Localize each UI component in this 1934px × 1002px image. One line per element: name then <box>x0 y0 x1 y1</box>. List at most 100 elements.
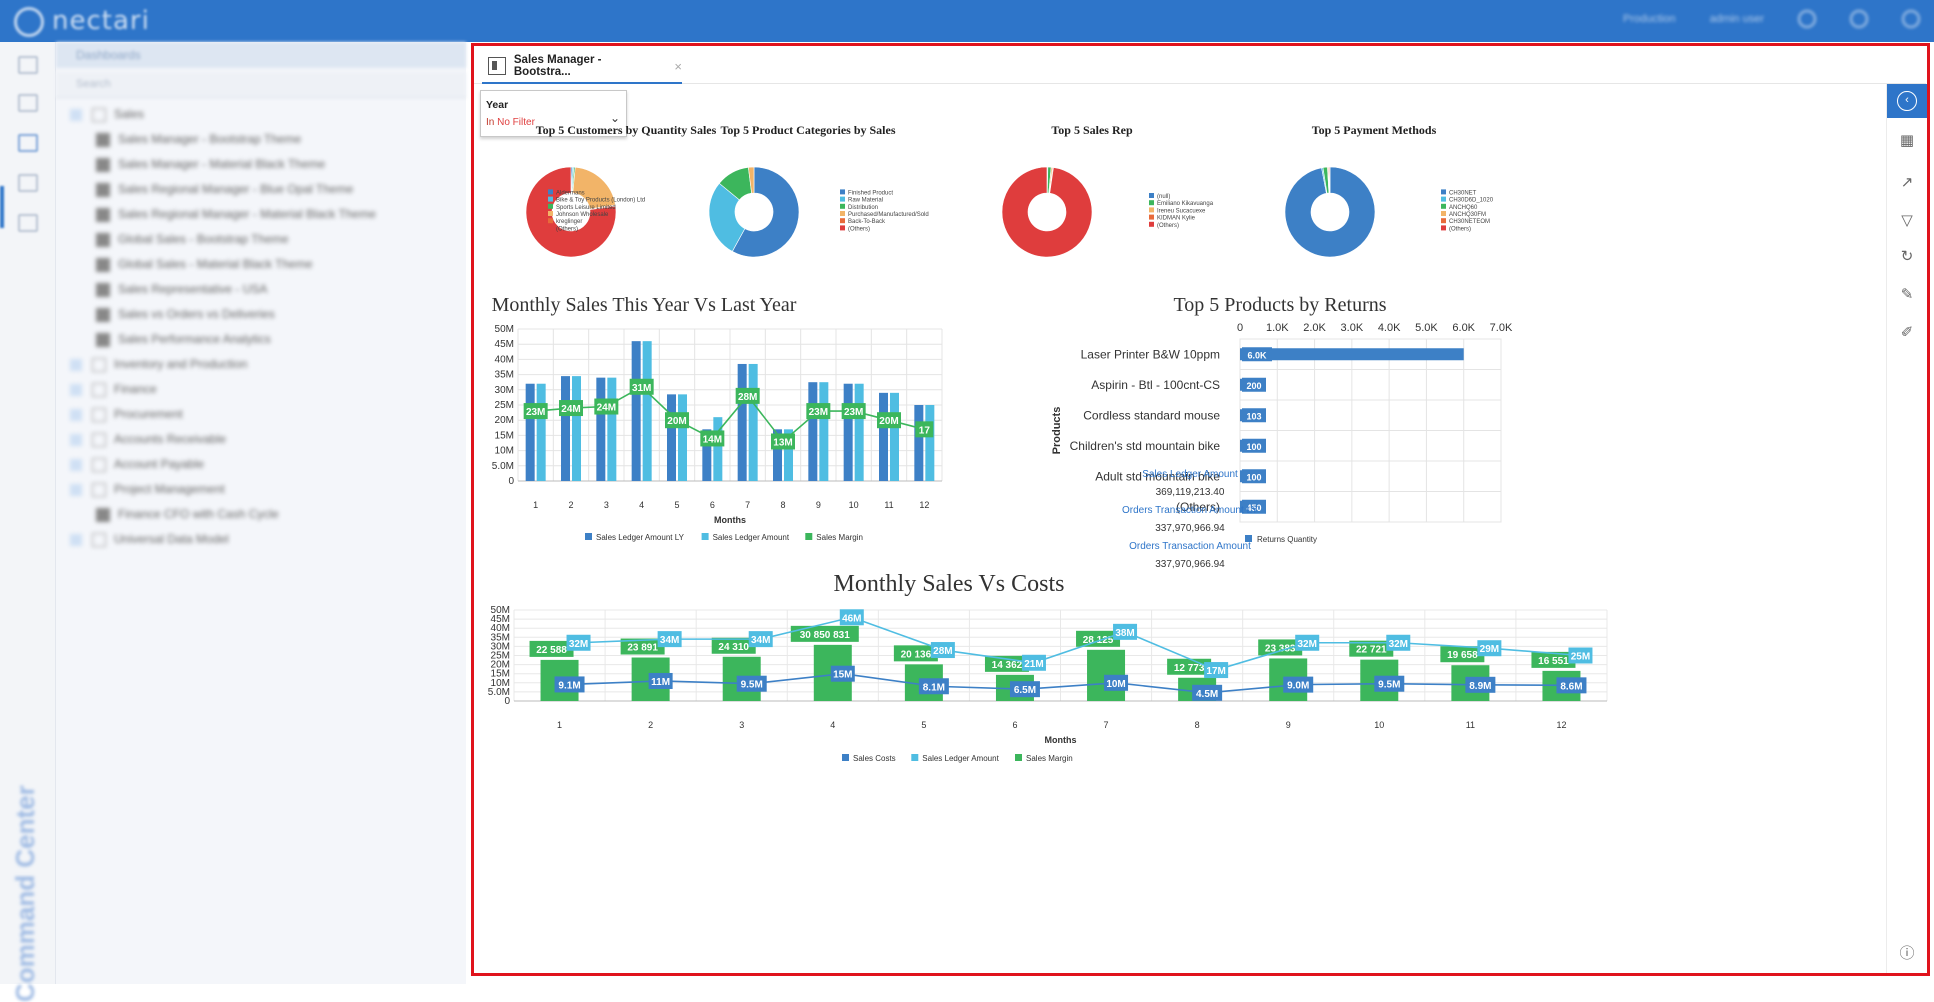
checkbox-icon[interactable] <box>70 408 82 421</box>
legend-label: Distribution <box>848 205 878 211</box>
y-tick-label: Laser Printer B&W 10ppm <box>1081 347 1220 361</box>
dashboards-icon[interactable] <box>18 134 38 152</box>
notifications-icon[interactable] <box>1850 10 1868 28</box>
legend-swatch <box>1149 207 1154 213</box>
dashboard-icon <box>96 257 110 272</box>
left-icon-rail: Command Center <box>0 42 56 1002</box>
tree-item[interactable]: Sales vs Orders vs Deliveries <box>56 302 466 327</box>
documents-icon[interactable] <box>18 214 38 232</box>
kpi-value-orders-ly: 337,970,966.94 <box>1155 523 1225 534</box>
export-icon[interactable]: ↗ <box>1900 174 1914 191</box>
legend-label: Emiliano Kikavuanga <box>1157 201 1214 207</box>
tree-item[interactable]: Account Payable <box>56 452 466 477</box>
bar <box>1240 409 1244 422</box>
panel-icon[interactable] <box>18 94 38 112</box>
data-label: 23M <box>844 407 863 418</box>
tree-item[interactable]: Project Management <box>56 477 466 502</box>
legend-swatch <box>1441 189 1446 195</box>
tree-item-label: Global Sales - Material Black Theme <box>118 257 313 271</box>
tree-item-label: Sales Regional Manager - Blue Opal Theme <box>118 182 354 196</box>
tools-icon[interactable] <box>1798 10 1816 28</box>
bar <box>702 429 712 481</box>
tree-item[interactable]: Sales Manager - Bootstrap Theme <box>56 127 466 152</box>
environment-label[interactable]: Production <box>1622 13 1676 25</box>
tab-sales-manager[interactable]: Sales Manager - Bootstra... × <box>482 50 682 84</box>
checkbox-icon[interactable] <box>70 533 82 546</box>
checkbox-icon[interactable] <box>70 458 82 471</box>
bar <box>642 341 652 481</box>
tree-item[interactable]: Universal Data Model <box>56 527 466 552</box>
data-label: 31M <box>632 383 651 394</box>
user-name[interactable]: admin user <box>1709 13 1764 25</box>
data-label-box <box>559 400 583 417</box>
checkbox-icon[interactable] <box>70 483 82 496</box>
legend-label: Sales Costs <box>853 754 896 763</box>
help-icon[interactable] <box>1902 10 1920 28</box>
chart-title: Monthly Sales Vs Costs <box>834 571 1065 597</box>
year-filter[interactable]: Year In No Filter ⌄ <box>480 90 627 137</box>
checkbox-icon[interactable] <box>70 358 82 371</box>
y-tick-label: (Others) <box>1176 500 1220 514</box>
refresh-icon[interactable]: ↻ <box>1900 248 1914 265</box>
data-label-box <box>806 403 831 420</box>
x-tick-label: 12 <box>919 500 929 510</box>
data-label-box <box>1113 623 1138 640</box>
info-icon[interactable]: ⓘ <box>1899 944 1915 962</box>
filter-icon[interactable]: ▽ <box>1901 212 1913 229</box>
legend-swatch <box>840 218 845 224</box>
data-label: 23 383 <box>1265 643 1296 654</box>
folder-icon <box>92 482 106 497</box>
chart-title: Monthly Sales This Year Vs Last Year <box>492 294 797 316</box>
data-label-box <box>1283 676 1314 693</box>
tree-item[interactable]: Sales Performance Analytics <box>56 327 466 352</box>
top-bar-right: Production admin user <box>1623 10 1920 28</box>
tree-item[interactable]: Sales Representative - USA <box>56 277 466 302</box>
folder-icon <box>92 357 106 372</box>
bar <box>536 383 546 481</box>
collapse-icon[interactable]: ‹ <box>1887 84 1927 118</box>
data-label-box <box>1477 640 1502 657</box>
tree-search-input[interactable]: Search <box>56 72 466 98</box>
bar <box>713 417 723 481</box>
legend-label: Aldermans <box>556 190 585 196</box>
tree-item[interactable]: Accounts Receivable <box>56 427 466 452</box>
data-label-box <box>1076 630 1121 647</box>
checkbox-icon[interactable] <box>70 108 82 121</box>
close-icon[interactable]: × <box>674 58 682 74</box>
bar <box>631 341 641 481</box>
y-tick-label: 50M <box>491 605 510 616</box>
nectari-logo[interactable]: nectari <box>14 6 150 37</box>
chart-title: Top 5 Payment Methods <box>1312 123 1437 137</box>
layout-icon[interactable]: ▦ <box>1899 132 1915 149</box>
edit-icon[interactable]: ✎ <box>1900 286 1914 303</box>
tree-item[interactable]: Finance CFO with Cash Cycle <box>56 502 466 527</box>
tree-item[interactable]: Procurement <box>56 402 466 427</box>
checkbox-icon[interactable] <box>70 383 82 396</box>
x-tick-label: 5.0K <box>1415 322 1438 334</box>
tree-item[interactable]: Sales Manager - Material Black Theme <box>56 152 466 177</box>
chevron-down-icon[interactable]: ⌄ <box>609 111 620 125</box>
data-label: 4.5M <box>1196 689 1218 700</box>
legend-label: Johnson Wholesale <box>556 212 609 218</box>
checkbox-icon[interactable] <box>70 433 82 446</box>
data-label: 29M <box>1480 644 1499 655</box>
data-label: 24M <box>597 403 616 414</box>
data-label-box <box>1192 684 1223 701</box>
top-bar: nectari Production admin user <box>0 0 1934 42</box>
design-icon[interactable]: ✐ <box>1900 324 1914 341</box>
y-tick-label: 40M <box>495 354 514 365</box>
data-label: 13M <box>773 437 792 448</box>
tree-item[interactable]: Inventory and Production <box>56 352 466 377</box>
reports-icon[interactable] <box>18 174 38 192</box>
tree-item[interactable]: Global Sales - Bootstrap Theme <box>56 227 466 252</box>
dashboard-icon <box>96 307 110 322</box>
tree-item[interactable]: Global Sales - Material Black Theme <box>56 252 466 277</box>
tree-item[interactable]: Finance <box>56 377 466 402</box>
menu-icon[interactable] <box>18 56 38 74</box>
tree-item[interactable]: Sales Regional Manager - Blue Opal Theme <box>56 177 466 202</box>
data-label: 100 <box>1246 472 1261 482</box>
tree-item[interactable]: Sales Regional Manager - Material Black … <box>56 202 466 227</box>
tree-item[interactable]: Sales <box>56 102 466 127</box>
data-label: 21M <box>1024 659 1043 670</box>
legend-swatch <box>1245 535 1252 542</box>
